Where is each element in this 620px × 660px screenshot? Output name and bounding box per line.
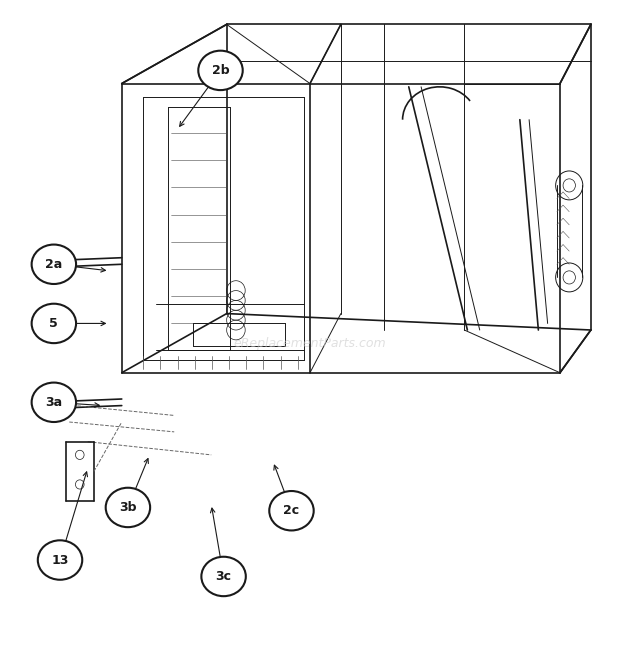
Text: eReplacementParts.com: eReplacementParts.com	[234, 337, 386, 350]
Ellipse shape	[32, 304, 76, 343]
Ellipse shape	[198, 51, 242, 90]
Text: 2c: 2c	[283, 504, 299, 517]
Ellipse shape	[105, 488, 150, 527]
Text: 2b: 2b	[211, 64, 229, 77]
Text: 3a: 3a	[45, 396, 63, 409]
Ellipse shape	[32, 245, 76, 284]
Text: 3c: 3c	[216, 570, 232, 583]
Ellipse shape	[269, 491, 314, 531]
Ellipse shape	[202, 557, 246, 596]
Text: 5: 5	[50, 317, 58, 330]
Text: 13: 13	[51, 554, 69, 566]
Ellipse shape	[38, 541, 82, 579]
Ellipse shape	[32, 383, 76, 422]
Text: 3b: 3b	[119, 501, 136, 514]
Text: 2a: 2a	[45, 258, 63, 271]
